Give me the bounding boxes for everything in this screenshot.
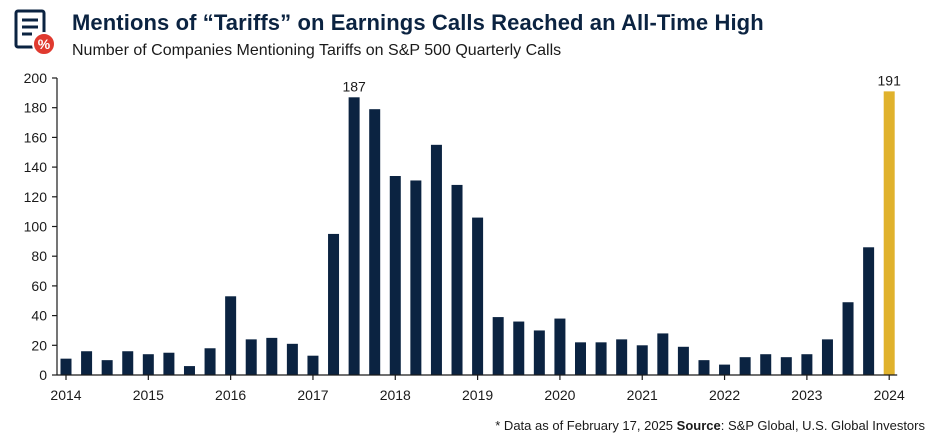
chart-subtitle: Number of Companies Mentioning Tariffs o… (72, 42, 562, 59)
document-percent-icon: % (12, 8, 60, 58)
y-tick-label: 200 (24, 70, 48, 86)
bar (780, 357, 792, 375)
bar-highlight (883, 91, 895, 376)
source-text: : S&P Global, U.S. Global Investors (720, 418, 925, 433)
bar (698, 360, 710, 375)
bar (575, 342, 586, 375)
bar (472, 217, 484, 375)
x-tick-label: 2022 (709, 387, 740, 403)
bar (122, 351, 134, 375)
y-tick-label: 80 (31, 248, 47, 264)
bar (533, 330, 545, 375)
bar (225, 296, 237, 375)
x-tick-label: 2019 (462, 387, 493, 403)
x-tick-label: 2016 (215, 387, 246, 403)
bar (348, 97, 360, 376)
y-tick-label: 100 (24, 219, 48, 235)
bar (410, 180, 422, 375)
bar (554, 318, 566, 375)
bar (513, 321, 525, 375)
bar (266, 337, 278, 375)
data-date-note: * Data as of February 17, 2025 (495, 418, 674, 433)
bar (719, 364, 731, 375)
y-tick-label: 60 (31, 278, 47, 294)
chart-title: Mentions of “Tariffs” on Earnings Calls … (72, 10, 764, 35)
bar (595, 342, 607, 375)
bar (739, 357, 751, 375)
x-tick-label: 2024 (874, 387, 905, 403)
bar (677, 346, 689, 375)
bar (60, 358, 72, 375)
y-tick-label: 20 (31, 337, 47, 353)
y-tick-label: 40 (31, 308, 47, 324)
y-tick-label: 120 (24, 189, 48, 205)
chart-header: % Mentions of “Tariffs” on Earnings Call… (12, 6, 932, 62)
bar (163, 352, 175, 375)
bar-chart: 0 20 40 60 80 100 120 140 160 180 200 2014 2015 2016 2… (24, 70, 905, 403)
bar (389, 176, 401, 375)
x-tick-label: 2017 (297, 387, 328, 403)
footnote: * Data as of February 17, 2025 Source: S… (495, 418, 925, 433)
data-label: 191 (878, 72, 902, 88)
bar (636, 345, 648, 375)
y-tick-label: 140 (24, 159, 48, 175)
bar (183, 366, 195, 375)
svg-text:%: % (38, 36, 51, 52)
source-label: Source (676, 418, 721, 433)
x-tick-label: 2014 (50, 387, 81, 403)
y-tick-label: 180 (24, 100, 48, 116)
y-tick-label: 160 (24, 129, 48, 145)
bar (286, 343, 298, 375)
bar (451, 184, 463, 375)
y-tick-label: 0 (39, 367, 47, 383)
x-tick-label: 2021 (627, 387, 658, 403)
x-tick-label: 2020 (544, 387, 575, 403)
bar (81, 351, 93, 375)
bar (821, 339, 833, 375)
bar (307, 355, 319, 375)
bar (842, 302, 854, 375)
bar (801, 354, 813, 375)
bar (369, 109, 381, 375)
x-tick-label: 2023 (791, 387, 822, 403)
bar (328, 233, 340, 375)
bar (101, 360, 113, 375)
bar (760, 354, 772, 375)
bar (245, 339, 257, 375)
x-tick-label: 2015 (133, 387, 164, 403)
bar (863, 247, 875, 375)
bar (204, 348, 216, 375)
data-label: 187 (342, 78, 366, 94)
bar (142, 354, 154, 375)
bar (657, 333, 669, 375)
bar (430, 144, 442, 375)
bar (492, 317, 504, 375)
bar (616, 339, 628, 375)
x-tick-label: 2018 (380, 387, 411, 403)
